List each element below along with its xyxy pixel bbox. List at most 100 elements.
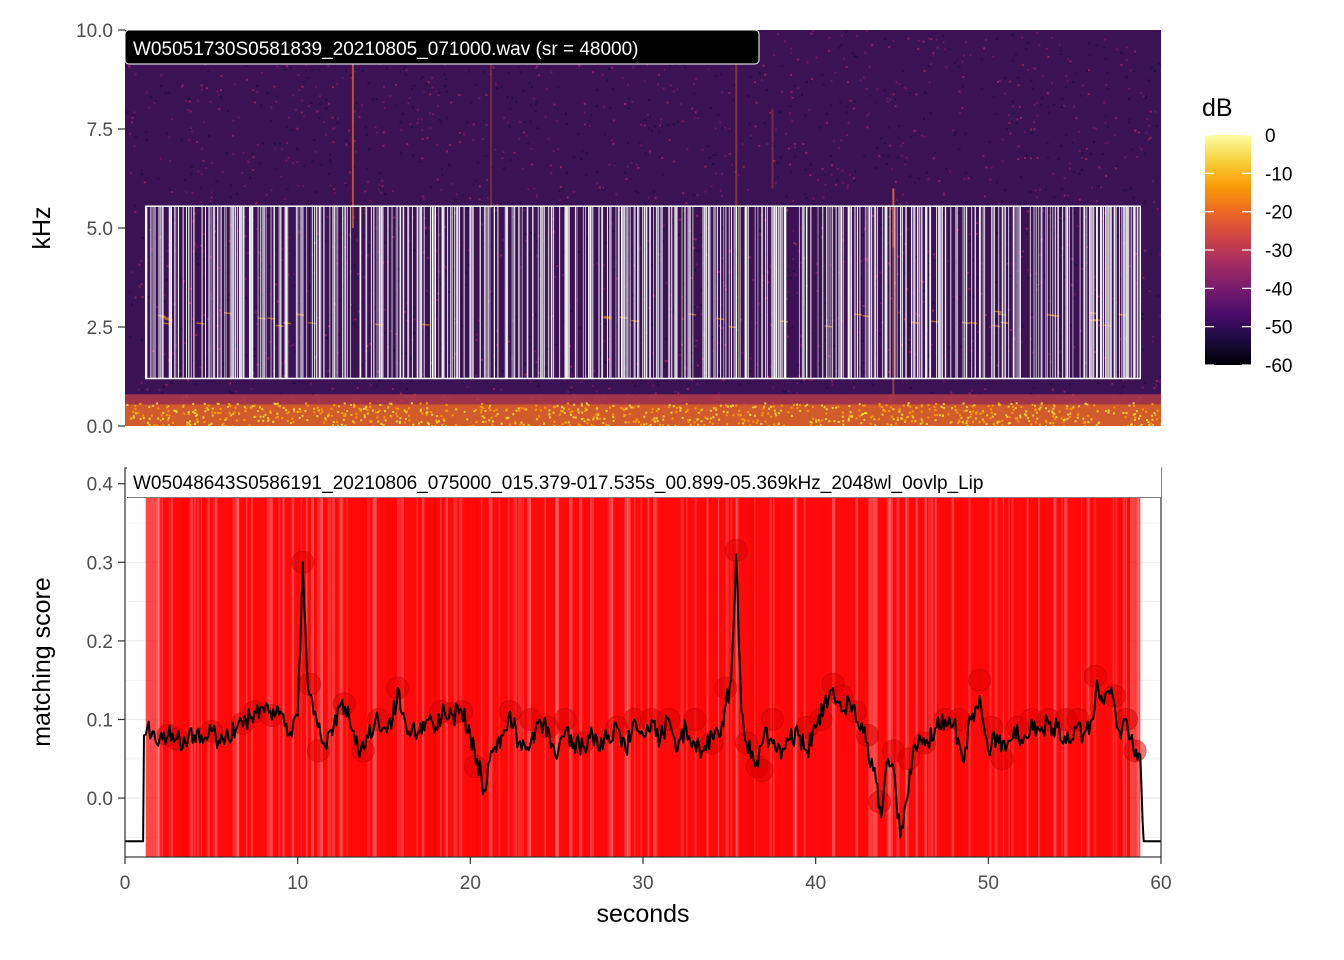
spectrogram-speckle: [1101, 349, 1104, 352]
spectrogram-speckle: [686, 387, 689, 390]
spectrogram-low-speckle: [535, 408, 538, 411]
spectrogram-speckle: [624, 171, 627, 174]
detection-highlight-stripe: [416, 468, 418, 857]
spectrogram-speckle: [627, 165, 630, 168]
spectrogram-speckle: [185, 100, 188, 103]
spectrogram-speckle: [290, 128, 293, 131]
spectrogram-y-axis-title: kHz: [28, 206, 56, 249]
spectrogram-speckle: [599, 322, 602, 325]
spectrogram-speckle: [425, 83, 428, 86]
spectrogram-low-speckle: [320, 408, 323, 411]
spectrogram-low-speckle: [957, 422, 960, 425]
spectrogram-speckle: [815, 262, 818, 265]
detection-highlight-stripe: [752, 468, 757, 857]
spectrogram-speckle: [491, 292, 494, 295]
spectrogram-low-speckle: [934, 419, 937, 422]
spectrogram-speckle: [880, 302, 883, 305]
spectrogram-speckle: [598, 186, 601, 189]
spectrogram-speckle: [530, 104, 533, 107]
spectrogram-speckle: [1007, 114, 1010, 117]
spectrogram-speckle: [763, 219, 766, 222]
spectrogram-speckle: [958, 65, 961, 68]
spectrogram-speckle: [209, 101, 212, 104]
spectrogram-speckle: [485, 93, 488, 96]
spectrogram-speckle: [669, 84, 672, 87]
spectrogram-low-speckle: [586, 418, 589, 421]
spectrogram-speckle: [1053, 103, 1056, 106]
spectrogram-speckle: [929, 63, 932, 66]
spectrogram-low-speckle: [132, 415, 135, 418]
spectrogram-speckle: [678, 218, 681, 221]
spectrogram-speckle: [935, 38, 938, 41]
spectrogram-speckle: [148, 106, 151, 109]
spectrogram-speckle: [200, 84, 203, 87]
spectrogram-speckle: [367, 148, 370, 151]
spectrogram-speckle: [390, 330, 393, 333]
detection-highlight-stripe: [1008, 468, 1010, 857]
spectrogram-speckle: [907, 228, 910, 231]
spectrogram-speckle: [738, 383, 741, 386]
spectrogram-low-speckle: [217, 403, 220, 406]
spectrogram-low-speckle: [1078, 405, 1081, 408]
spectrogram-low-speckle: [657, 408, 660, 411]
spectrogram-speckle: [846, 187, 849, 190]
spectrogram-speckle: [1060, 188, 1063, 191]
spectrogram-speckle: [189, 110, 192, 113]
spectrogram-low-speckle: [904, 419, 907, 422]
detection-highlight-stripe: [668, 468, 671, 857]
spectrogram-low-speckle: [815, 425, 818, 426]
spectrogram-speckle: [875, 351, 878, 354]
spectrogram-speckle: [728, 152, 731, 155]
template-label: W05048643S0586191_20210806_075000_015.37…: [127, 466, 1161, 498]
detection-highlight-stripe: [254, 468, 259, 857]
spectrogram-speckle: [1021, 36, 1024, 39]
spectrogram-speckle: [722, 379, 725, 382]
detection-highlight-stripe: [1080, 468, 1083, 857]
detection-highlight-stripe: [507, 468, 510, 857]
spectrogram-speckle: [347, 143, 350, 146]
spectrogram-speckle: [961, 107, 964, 110]
spectrogram-speckle: [678, 425, 681, 426]
spectrogram-speckle: [401, 113, 404, 116]
spectrogram-speckle: [785, 195, 788, 198]
spectrogram-speckle: [319, 95, 322, 98]
spectrogram-low-speckle: [333, 404, 336, 407]
spectrogram-low-speckle: [505, 417, 508, 420]
spectrogram-low-speckle: [969, 410, 972, 413]
spectrogram-low-speckle: [211, 411, 214, 414]
spectrogram-speckle: [225, 152, 228, 155]
spectrogram-speckle: [1154, 110, 1157, 113]
spectrogram-speckle: [682, 64, 685, 67]
spectrogram-low-speckle: [706, 417, 709, 420]
spectrogram-speckle: [637, 166, 640, 169]
spectrogram-low-speckle: [656, 420, 659, 423]
spectrogram-low-speckle: [998, 420, 1001, 423]
spectrogram-speckle: [1152, 340, 1155, 343]
spectrogram-speckle: [1150, 67, 1153, 70]
spectrogram-low-speckle: [350, 403, 353, 406]
spectrogram-speckle: [797, 87, 800, 90]
spectrogram-speckle: [312, 393, 315, 396]
spectrogram-speckle: [834, 71, 837, 74]
spectrogram-low-speckle: [577, 423, 580, 426]
spectrogram-speckle: [1095, 128, 1098, 131]
spectrogram-speckle: [898, 83, 901, 86]
spectrogram-speckle: [217, 94, 220, 97]
spectrogram-speckle: [332, 86, 335, 89]
detection-highlight-stripe: [529, 468, 531, 857]
spectrogram-speckle: [283, 375, 286, 378]
detection-highlight-stripe: [886, 468, 889, 857]
spectrogram-speckle: [913, 181, 916, 184]
template-label-box: [127, 466, 1161, 498]
spectrogram-speckle: [691, 107, 694, 110]
spectrogram-speckle: [685, 202, 688, 205]
spectrogram-low-speckle: [304, 409, 307, 412]
spectrogram-speckle: [1073, 171, 1076, 174]
spectrogram-speckle: [489, 73, 492, 76]
spectrogram-low-speckle: [1104, 410, 1107, 413]
spectrogram-speckle: [917, 40, 920, 43]
spectrogram-speckle: [185, 191, 188, 194]
spectrogram-speckle: [806, 61, 809, 64]
spectrogram-speckle: [792, 257, 795, 260]
detection-highlight-stripe: [699, 468, 702, 857]
